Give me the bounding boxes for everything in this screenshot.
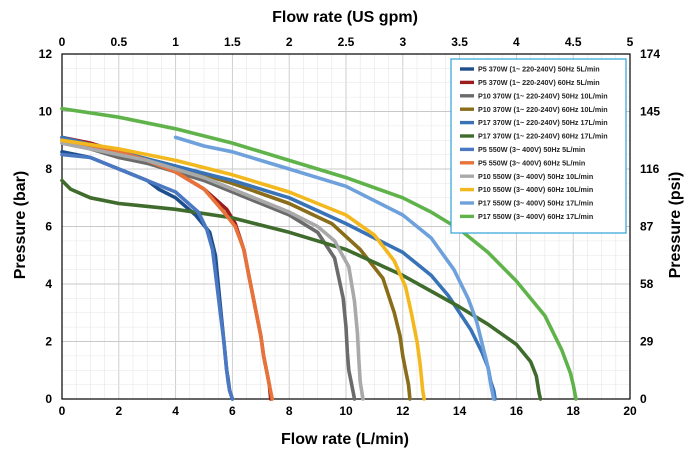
tick-labels: 0 2 4 6 8 10 12 14 16 18 200 0.5 1 1.5 2 2.5 3 3.5 4 4.5 502… [39, 35, 661, 418]
series-line-11 [173, 135, 496, 401]
x-axis-title: Flow rate (L/min) [281, 431, 409, 448]
series-line-9 [60, 141, 365, 401]
x2-tick-label: 1 [172, 35, 179, 49]
y2-tick-label: 174 [640, 47, 660, 61]
legend-label: P5 370W (1~ 220-240V) 50Hz 5L/min [478, 65, 600, 74]
x-tick-label: 16 [510, 404, 524, 418]
y-tick-label: 0 [45, 392, 52, 406]
y-tick-label: 4 [45, 277, 52, 291]
x-tick-label: 20 [623, 404, 637, 418]
y-tick-label: 8 [45, 162, 52, 176]
y-tick-label: 2 [45, 335, 52, 349]
series-line-7 [60, 152, 235, 401]
legend: P5 370W (1~ 220-240V) 50Hz 5L/min P5 370W… [450, 58, 627, 234]
legend-label: P10 370W (1~ 220-240V) 50Hz 10L/min [478, 91, 608, 100]
legend-label: P17 370W (1~ 220-240V) 60Hz 17L/min [478, 132, 608, 141]
x2-tick-label: 2.5 [338, 35, 355, 49]
x-tick-label: 18 [567, 404, 581, 418]
legend-label: P5 550W (3~ 400V) 50Hz 5L/min [478, 145, 585, 154]
series-layer [60, 106, 578, 401]
y2-tick-label: 87 [640, 220, 654, 234]
x2-tick-label: 4 [513, 35, 520, 49]
x2-tick-label: 0 [59, 35, 66, 49]
y2-axis-title: Pressure (psi) [667, 172, 684, 279]
y2-tick-label: 145 [640, 105, 660, 119]
y-axis-title: Pressure (bar) [12, 171, 29, 280]
x-tick-label: 6 [229, 404, 236, 418]
legend-label: P5 550W (3~ 400V) 60Hz 5L/min [478, 158, 585, 167]
x2-tick-label: 3 [399, 35, 406, 49]
series-line-6 [60, 178, 543, 401]
legend-label: P17 550W (3~ 400V) 60Hz 17L/min [478, 212, 593, 221]
x2-tick-label: 2 [286, 35, 293, 49]
x2-tick-label: 0.5 [110, 35, 127, 49]
legend-label: P17 370W (1~ 220-240V) 50Hz 17L/min [478, 118, 608, 127]
x-tick-label: 10 [339, 404, 353, 418]
series-line-5 [60, 135, 497, 401]
x2-axis-title: Flow rate (US gpm) [272, 9, 418, 26]
x-tick-label: 14 [453, 404, 467, 418]
series-line-10 [60, 138, 426, 401]
legend-label: P10 550W (3~ 400V) 50Hz 10L/min [478, 172, 593, 181]
y2-tick-label: 29 [640, 335, 654, 349]
x2-tick-label: 5 [627, 35, 634, 49]
series-line-3 [60, 141, 357, 401]
y-tick-label: 12 [39, 47, 53, 61]
y2-tick-label: 58 [640, 277, 654, 291]
y2-tick-label: 116 [640, 162, 660, 176]
y2-tick-label: 0 [640, 392, 647, 406]
legend-box [450, 58, 627, 234]
legend-label: P10 550W (3~ 400V) 60Hz 10L/min [478, 185, 593, 194]
x-tick-label: 8 [286, 404, 293, 418]
x-tick-label: 2 [115, 404, 122, 418]
legend-label: P17 550W (3~ 400V) 50Hz 17L/min [478, 199, 593, 208]
legend-label: P5 370W (1~ 220-240V) 60Hz 5L/min [478, 78, 600, 87]
y-tick-label: 6 [45, 220, 52, 234]
x2-tick-label: 1.5 [224, 35, 241, 49]
x-tick-label: 12 [396, 404, 410, 418]
x-tick-label: 4 [172, 404, 179, 418]
series-line-12 [60, 106, 578, 401]
plot-area-frame [61, 53, 631, 400]
y-tick-label: 10 [39, 105, 53, 119]
x2-tick-label: 3.5 [451, 35, 468, 49]
x2-tick-label: 4.5 [565, 35, 582, 49]
x-tick-label: 0 [59, 404, 66, 418]
legend-label: P10 370W (1~ 220-240V) 60Hz 10L/min [478, 105, 608, 114]
